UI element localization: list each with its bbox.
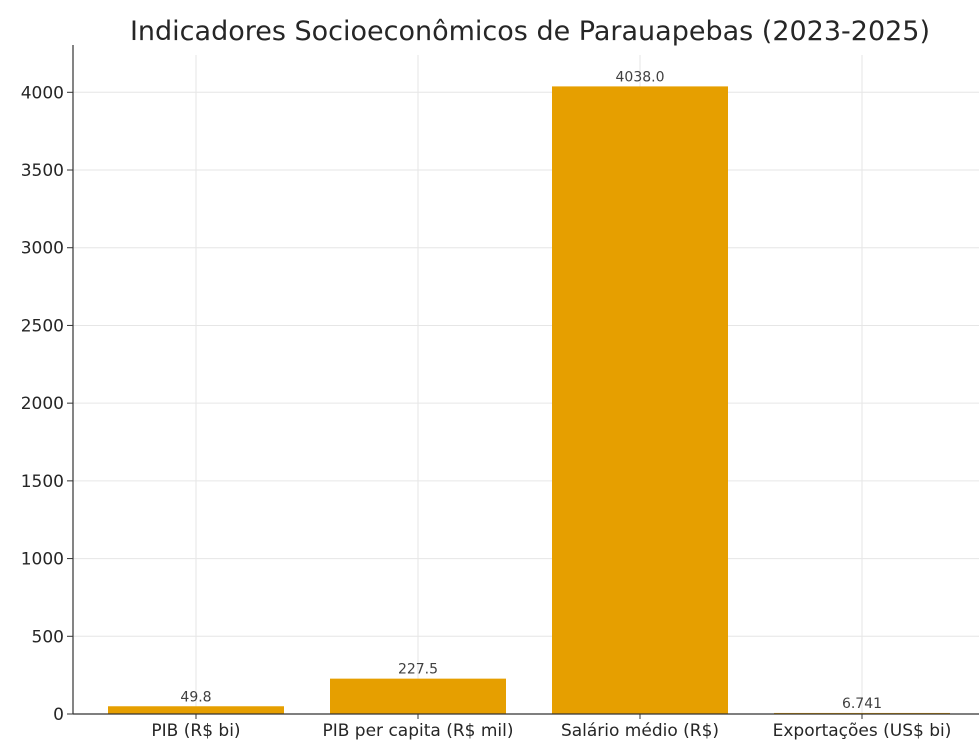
y-tick-label: 4000 [21,83,64,103]
y-tick-label: 500 [32,627,64,647]
bar [552,86,728,714]
data-label: 49.8 [180,689,211,705]
y-tick-label: 3500 [21,161,64,181]
bar [108,706,284,714]
grid [73,55,979,715]
y-tick-label: 2000 [21,394,64,414]
bars [108,86,950,714]
chart-title: Indicadores Socioeconômicos de Parauapeb… [130,16,930,47]
y-tick-label: 1500 [21,472,64,492]
axes [67,45,979,719]
y-tick-label: 3000 [21,239,64,259]
x-tick-label: PIB (R$ bi) [151,721,240,740]
x-tick-label: PIB per capita (R$ mil) [322,721,513,740]
labels: 0 500 1000 1500 2000 2500 3000 3500 4000 49.8 227.… [21,69,952,740]
y-tick-label: 2500 [21,316,64,336]
x-tick-label: Salário médio (R$) [561,721,719,740]
y-tick-label: 0 [53,705,64,725]
data-label: 227.5 [398,662,438,678]
bar [330,678,506,714]
x-tick-label: Exportações (US$ bi) [773,721,952,740]
data-label: 4038.0 [616,69,665,85]
data-label: 6.741 [842,696,882,712]
y-tick-label: 1000 [21,550,64,570]
